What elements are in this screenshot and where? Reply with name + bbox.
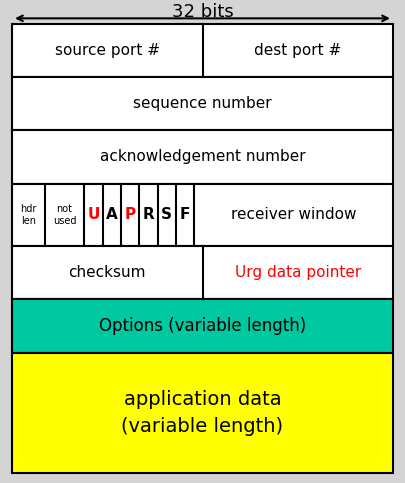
Text: dest port #: dest port #	[254, 43, 341, 58]
Text: acknowledgement number: acknowledgement number	[100, 149, 305, 165]
Text: application data
(variable length): application data (variable length)	[122, 390, 284, 436]
Text: F: F	[180, 207, 190, 223]
Text: not
used: not used	[53, 204, 76, 226]
Text: source port #: source port #	[55, 43, 160, 58]
Text: receiver window: receiver window	[231, 207, 356, 223]
Text: hdr
len: hdr len	[20, 204, 36, 226]
FancyBboxPatch shape	[12, 130, 393, 184]
FancyBboxPatch shape	[12, 353, 393, 473]
FancyBboxPatch shape	[12, 24, 393, 77]
Text: Urg data pointer: Urg data pointer	[234, 265, 361, 281]
Text: checksum: checksum	[68, 265, 146, 281]
FancyBboxPatch shape	[12, 184, 393, 246]
Text: Options (variable length): Options (variable length)	[99, 317, 306, 335]
Text: U: U	[87, 207, 100, 223]
Text: sequence number: sequence number	[133, 96, 272, 112]
FancyBboxPatch shape	[12, 246, 393, 299]
FancyBboxPatch shape	[12, 77, 393, 130]
FancyBboxPatch shape	[12, 299, 393, 353]
Text: S: S	[161, 207, 172, 223]
Text: R: R	[143, 207, 154, 223]
Text: A: A	[106, 207, 118, 223]
Text: P: P	[125, 207, 136, 223]
Text: 32 bits: 32 bits	[172, 3, 233, 21]
